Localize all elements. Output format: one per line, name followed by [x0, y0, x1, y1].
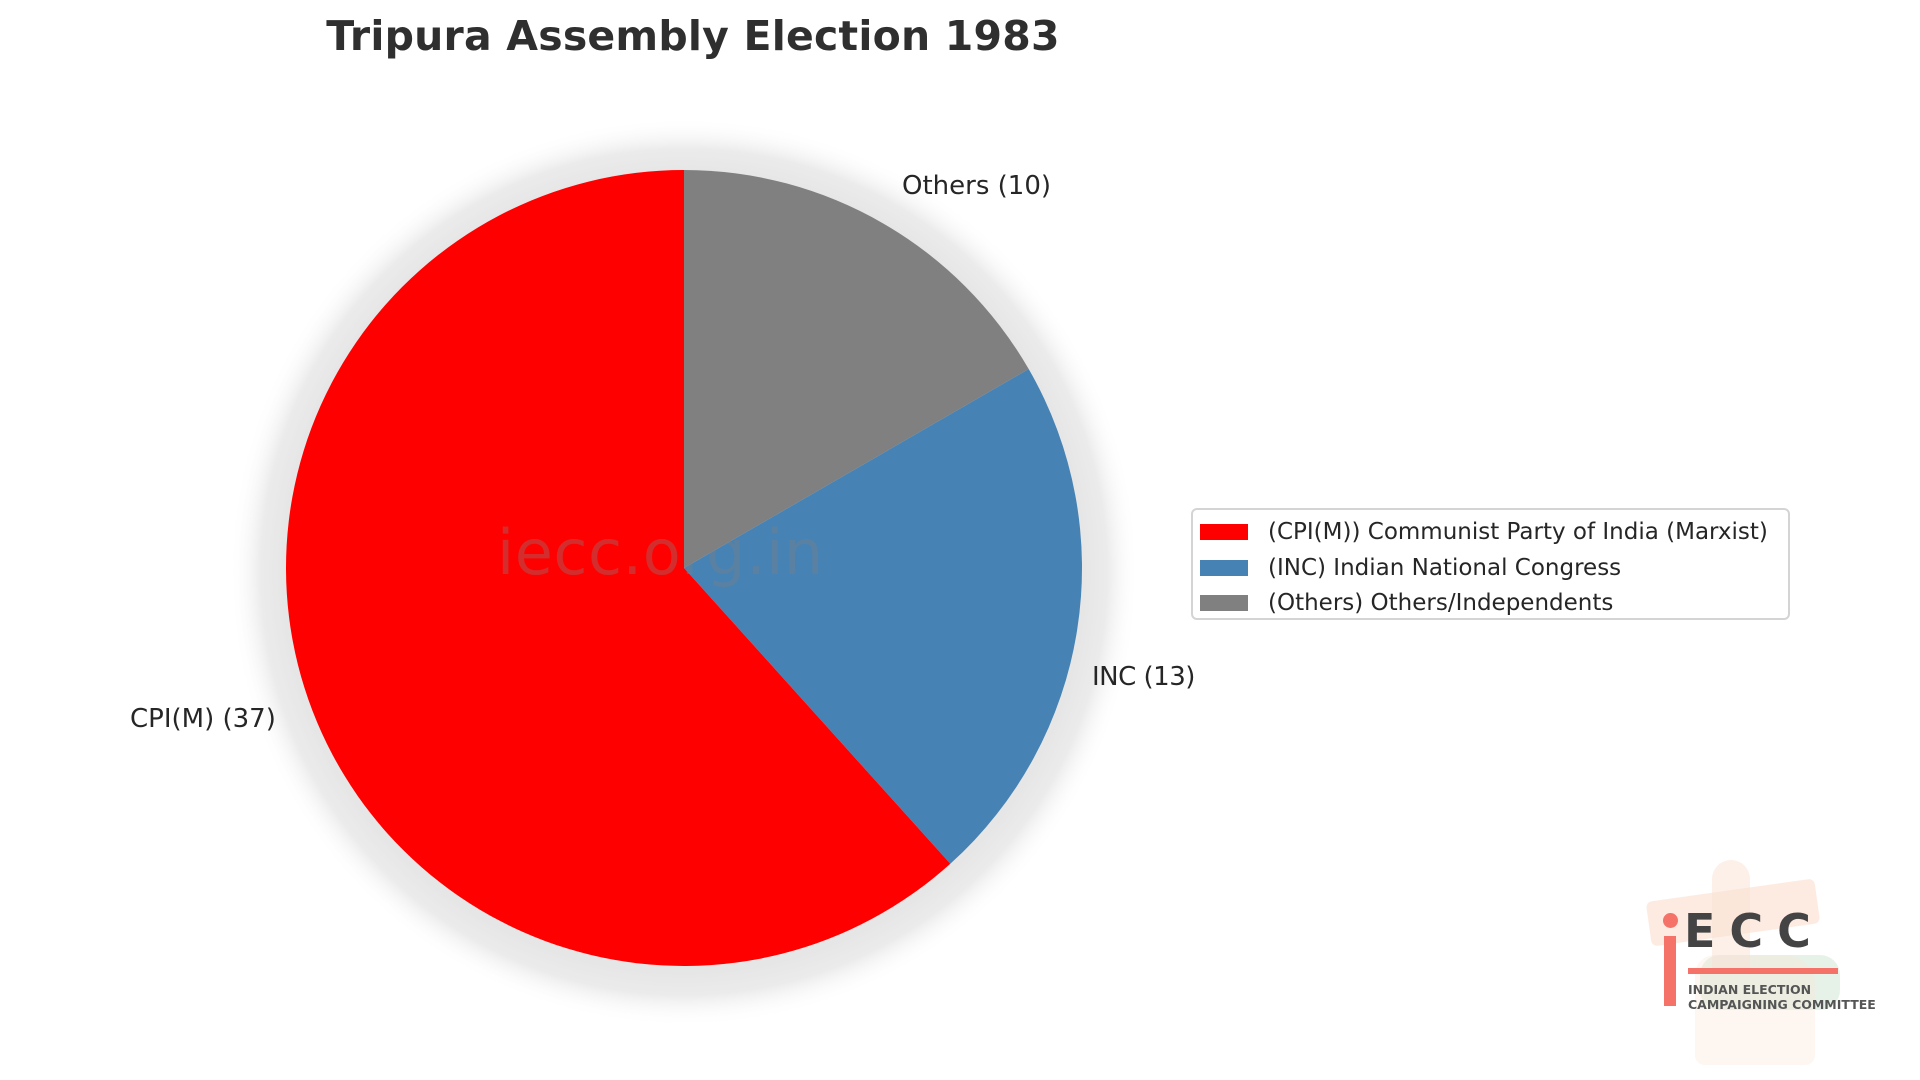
legend-swatch-others — [1200, 595, 1248, 611]
pie-slices — [285, 170, 1082, 967]
logo-line1: INDIAN ELECTION — [1688, 982, 1812, 997]
logo-finger-icon — [1712, 860, 1750, 970]
legend-label-others: (Others) Others/Independents — [1268, 590, 1614, 616]
logo-subtitle: INDIAN ELECTION CAMPAIGNING COMMITTEE — [1688, 982, 1876, 1012]
slice-label-others: Others (10) — [902, 171, 1052, 201]
pie-slice-others — [684, 170, 1029, 568]
logo-i-stem — [1664, 936, 1676, 1006]
logo-underline — [1688, 968, 1838, 974]
legend-item-inc: (INC) Indian National Congress — [1200, 550, 1621, 586]
chart-title: Tripura Assembly Election 1983 — [326, 12, 1060, 60]
legend-item-cpim: (CPI(M)) Communist Party of India (Marxi… — [1200, 514, 1768, 550]
slice-label-cpim: CPI(M) (37) — [130, 704, 276, 734]
legend-swatch-cpim — [1200, 524, 1248, 540]
logo-i-dot — [1663, 913, 1678, 928]
iecc-logo: ECC INDIAN ELECTION CAMPAIGNING COMMITTE… — [1640, 860, 1900, 1080]
pie-slice-cpim — [285, 170, 951, 967]
legend-item-others: (Others) Others/Independents — [1200, 585, 1613, 621]
slice-label-inc: INC (13) — [1092, 662, 1195, 692]
legend-label-inc: (INC) Indian National Congress — [1268, 555, 1622, 581]
watermark: iecc.org.in — [497, 516, 824, 589]
legend: (CPI(M)) Communist Party of India (Marxi… — [1191, 508, 1790, 620]
logo-line2: CAMPAIGNING COMMITTEE — [1688, 997, 1876, 1012]
logo-letters: ECC — [1684, 904, 1825, 958]
legend-label-cpim: (CPI(M)) Communist Party of India (Marxi… — [1268, 519, 1768, 545]
pie-slice-inc — [684, 369, 1082, 864]
legend-swatch-inc — [1200, 560, 1248, 576]
